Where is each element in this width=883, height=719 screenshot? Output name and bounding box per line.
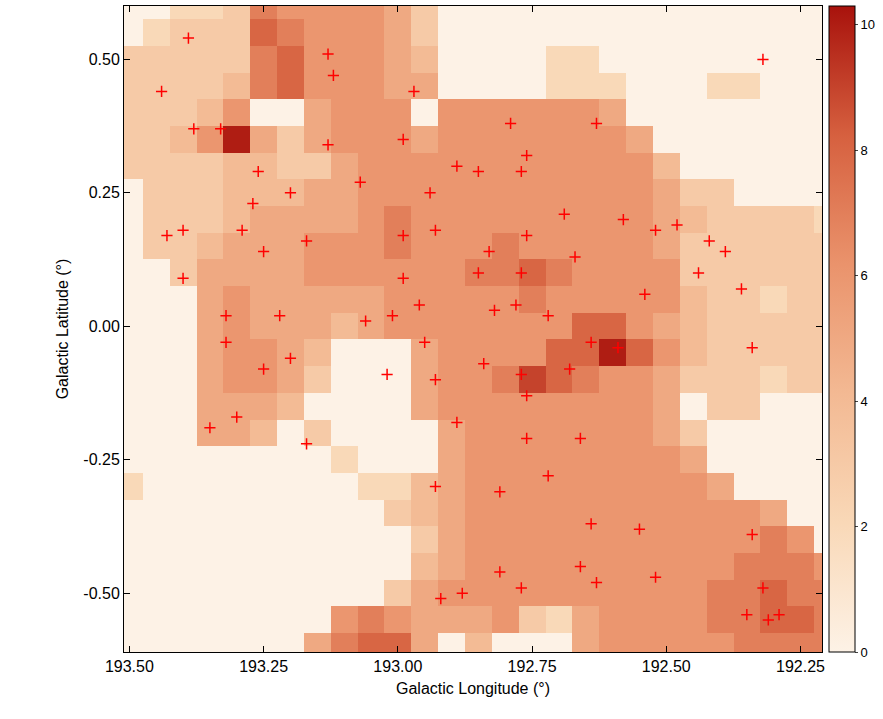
svg-text:Galactic Latitude (°): Galactic Latitude (°) xyxy=(54,259,71,400)
svg-text:193.00: 193.00 xyxy=(373,658,422,675)
svg-text:6: 6 xyxy=(861,268,868,283)
svg-text:Galactic Longitude (°): Galactic Longitude (°) xyxy=(396,680,550,697)
svg-text:0.00: 0.00 xyxy=(89,318,120,335)
svg-text:4: 4 xyxy=(861,394,868,409)
svg-text:0.25: 0.25 xyxy=(89,184,120,201)
svg-text:10: 10 xyxy=(861,17,875,32)
svg-text:2: 2 xyxy=(861,519,868,534)
svg-text:192.50: 192.50 xyxy=(642,658,691,675)
svg-text:8: 8 xyxy=(861,143,868,158)
svg-text:193.50: 193.50 xyxy=(105,658,154,675)
svg-text:-0.25: -0.25 xyxy=(83,451,120,468)
svg-text:192.25: 192.25 xyxy=(776,658,825,675)
svg-text:193.25: 193.25 xyxy=(239,658,288,675)
svg-text:192.75: 192.75 xyxy=(508,658,557,675)
svg-text:-0.50: -0.50 xyxy=(83,585,120,602)
svg-text:0: 0 xyxy=(861,645,868,660)
svg-text:0.50: 0.50 xyxy=(89,51,120,68)
